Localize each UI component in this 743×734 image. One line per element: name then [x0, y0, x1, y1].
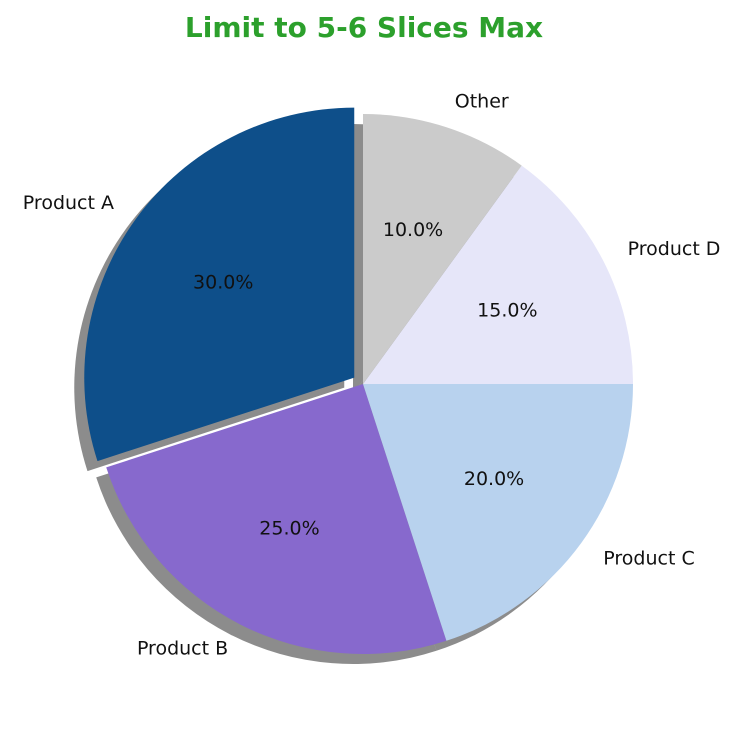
chart-title: Limit to 5-6 Slices Max: [185, 11, 543, 44]
slice-label-product-a: Product A: [23, 192, 114, 214]
slice-product-a: [84, 107, 355, 462]
slice-product-d: [363, 165, 633, 384]
pct-label-product-c: 20.0%: [464, 468, 524, 490]
slice-label-product-b: Product B: [137, 638, 228, 660]
slice-label-product-c: Product C: [603, 548, 694, 570]
pct-label-other: 10.0%: [383, 219, 443, 241]
slice-label-other: Other: [455, 91, 509, 113]
pct-label-product-a: 30.0%: [193, 271, 253, 293]
slice-other: [363, 114, 522, 384]
label-layer: Product A 30.0% Product B 25.0% Product C 20.…: [23, 91, 721, 660]
slice-product-c: [363, 384, 633, 641]
pct-label-product-b: 25.0%: [259, 517, 319, 539]
pct-label-product-d: 15.0%: [477, 299, 537, 321]
slice-label-product-d: Product D: [628, 238, 721, 260]
slice-layer: [84, 107, 633, 654]
slice-product-b: [106, 384, 447, 654]
